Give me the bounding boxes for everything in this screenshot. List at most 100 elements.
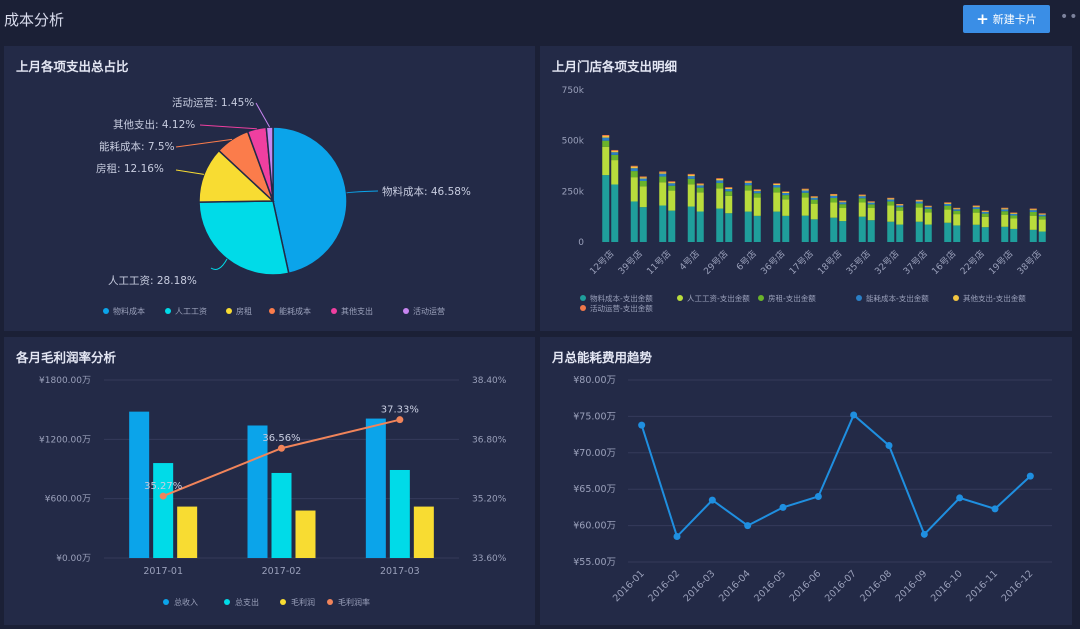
stacked-bar-segment[interactable] (801, 215, 809, 242)
stacked-bar-segment[interactable] (668, 183, 676, 186)
stacked-bar-segment[interactable] (810, 197, 818, 200)
stacked-bar-segment[interactable] (953, 208, 961, 210)
stacked-bar-segment[interactable] (972, 205, 980, 207)
stacked-bar-segment[interactable] (639, 176, 647, 178)
stacked-bar-segment[interactable] (611, 184, 619, 242)
stacked-bar-segment[interactable] (915, 199, 923, 201)
stacked-bar-segment[interactable] (639, 186, 647, 208)
stacked-bar-segment[interactable] (953, 207, 961, 209)
legend-item[interactable]: 人工工资 (175, 306, 207, 316)
stacked-bar-segment[interactable] (1029, 215, 1037, 230)
stacked-bar-segment[interactable] (801, 189, 809, 191)
stacked-bar-segment[interactable] (1001, 209, 1009, 212)
stacked-bar-segment[interactable] (611, 150, 619, 153)
stacked-bar-segment[interactable] (953, 225, 961, 242)
stacked-bar-segment[interactable] (1038, 213, 1046, 215)
stacked-bar-segment[interactable] (753, 189, 761, 191)
stacked-bar-segment[interactable] (839, 221, 847, 242)
stacked-bar-segment[interactable] (1001, 226, 1009, 242)
legend-item[interactable]: 人工工资-支出金额 (687, 293, 750, 303)
stacked-bar-segment[interactable] (725, 189, 733, 192)
stacked-bar-segment[interactable] (696, 183, 704, 185)
stacked-bar-segment[interactable] (801, 190, 809, 193)
stacked-bar-segment[interactable] (972, 208, 980, 213)
stacked-bar-segment[interactable] (696, 187, 704, 193)
stacked-bar-segment[interactable] (753, 190, 761, 192)
bar-毛利润[interactable] (413, 506, 434, 558)
stacked-bar-segment[interactable] (630, 166, 638, 169)
stacked-bar-segment[interactable] (972, 212, 980, 225)
stacked-bar-segment[interactable] (1001, 214, 1009, 227)
stacked-bar-segment[interactable] (896, 207, 904, 211)
stacked-bar-segment[interactable] (602, 140, 610, 147)
energy-point[interactable] (779, 503, 787, 511)
stacked-bar-segment[interactable] (716, 183, 724, 189)
energy-point[interactable] (1026, 472, 1034, 480)
stacked-bar-segment[interactable] (953, 210, 961, 215)
stacked-bar-segment[interactable] (773, 187, 781, 193)
stacked-bar-segment[interactable] (687, 184, 695, 207)
stacked-bar-segment[interactable] (687, 178, 695, 185)
stacked-bar-segment[interactable] (716, 178, 724, 181)
legend-item[interactable]: 其他支出 (341, 306, 373, 316)
stacked-bar-segment[interactable] (773, 192, 781, 212)
stacked-bar-segment[interactable] (1001, 211, 1009, 215)
stacked-bar-segment[interactable] (830, 193, 838, 195)
bar-总支出[interactable] (271, 472, 292, 558)
stacked-bar-segment[interactable] (896, 210, 904, 225)
legend-item[interactable]: 总支出 (235, 597, 259, 607)
stacked-bar-segment[interactable] (659, 176, 667, 183)
stacked-bar-segment[interactable] (782, 195, 790, 200)
stacked-bar-segment[interactable] (858, 202, 866, 217)
stacked-bar-segment[interactable] (830, 195, 838, 199)
bar-毛利润[interactable] (295, 510, 316, 558)
legend-item[interactable]: 能耗成本 (279, 306, 311, 316)
stacked-bar-segment[interactable] (953, 214, 961, 226)
legend-item[interactable]: 房租 (236, 306, 252, 316)
legend-item[interactable]: 房租-支出金额 (768, 293, 816, 303)
stacked-bar-segment[interactable] (810, 203, 818, 220)
stacked-bar-segment[interactable] (896, 204, 904, 205)
stacked-bar-segment[interactable] (944, 222, 952, 242)
profit-rate-point[interactable] (159, 492, 167, 500)
stacked-bar-segment[interactable] (744, 182, 752, 186)
stacked-bar-segment[interactable] (611, 152, 619, 155)
energy-point[interactable] (744, 522, 752, 530)
stacked-bar-segment[interactable] (867, 220, 875, 242)
stacked-bar-segment[interactable] (1029, 212, 1037, 216)
stacked-bar-segment[interactable] (924, 206, 932, 208)
stacked-bar-segment[interactable] (744, 190, 752, 212)
stacked-bar-segment[interactable] (924, 205, 932, 207)
stacked-bar-segment[interactable] (896, 204, 904, 206)
stacked-bar-segment[interactable] (887, 197, 895, 199)
stacked-bar-segment[interactable] (915, 207, 923, 222)
stacked-bar-segment[interactable] (830, 202, 838, 218)
stacked-bar-segment[interactable] (659, 172, 667, 174)
legend-item[interactable]: 能耗成本-支出金额 (866, 293, 929, 303)
stacked-bar-segment[interactable] (668, 182, 676, 184)
stacked-bar-segment[interactable] (659, 171, 667, 173)
stacked-bar-segment[interactable] (839, 208, 847, 222)
stacked-bar-segment[interactable] (924, 212, 932, 225)
stacked-bar-segment[interactable] (924, 224, 932, 242)
energy-point[interactable] (991, 505, 999, 513)
stacked-bar-segment[interactable] (611, 154, 619, 161)
stacked-bar-segment[interactable] (1010, 215, 1018, 219)
stacked-bar-segment[interactable] (1029, 210, 1037, 213)
stacked-bar-segment[interactable] (630, 165, 638, 167)
new-card-button[interactable]: + 新建卡片 (963, 5, 1050, 33)
bar-总收入[interactable] (247, 425, 268, 558)
stacked-bar-segment[interactable] (858, 196, 866, 199)
bar-总收入[interactable] (129, 411, 150, 558)
more-options-icon[interactable]: ••• (1060, 9, 1080, 25)
stacked-bar-segment[interactable] (1010, 212, 1018, 214)
energy-point[interactable] (708, 496, 716, 504)
stacked-bar-segment[interactable] (602, 136, 610, 138)
stacked-bar-segment[interactable] (687, 173, 695, 175)
stacked-bar-segment[interactable] (944, 202, 952, 204)
stacked-bar-segment[interactable] (725, 187, 733, 190)
stacked-bar-segment[interactable] (602, 175, 610, 242)
stacked-bar-segment[interactable] (782, 193, 790, 196)
stacked-bar-segment[interactable] (725, 191, 733, 196)
stacked-bar-segment[interactable] (725, 213, 733, 242)
